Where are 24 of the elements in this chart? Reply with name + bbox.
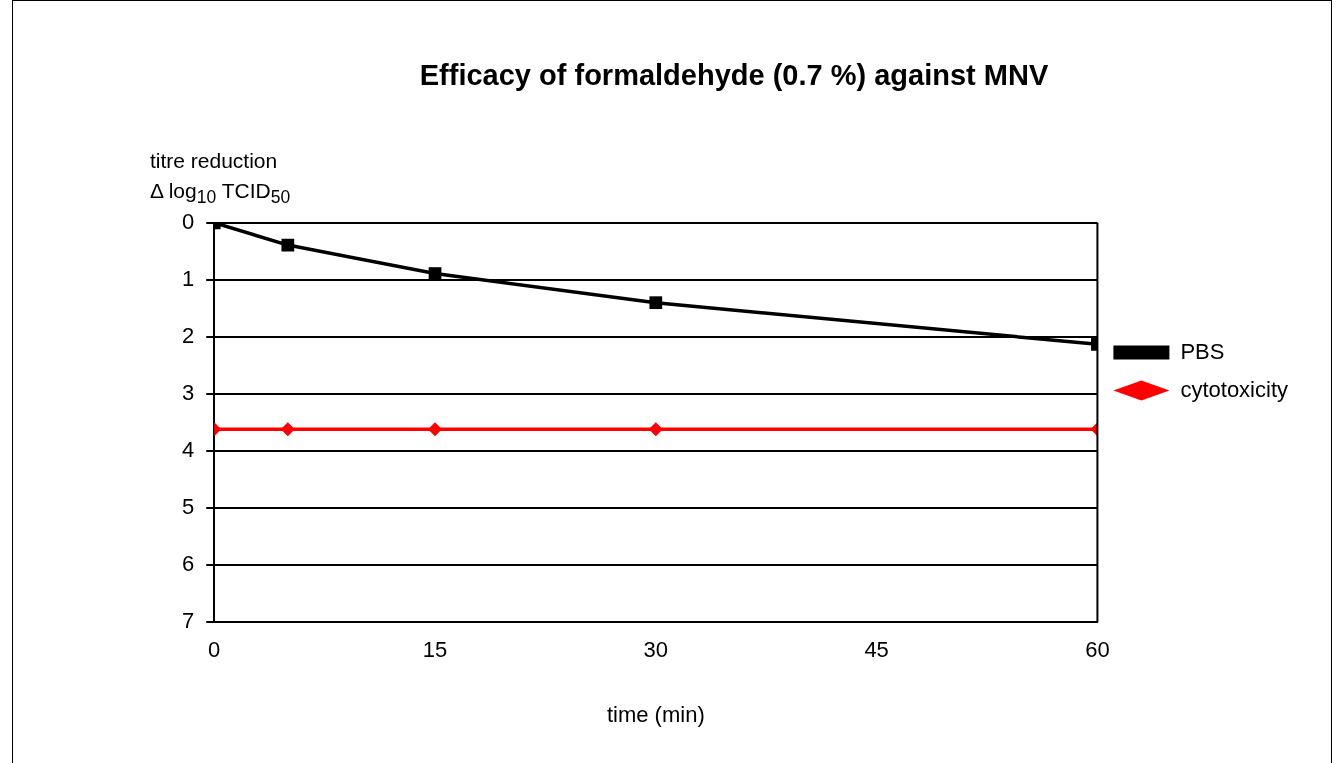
y-tick-label: 2	[181, 322, 195, 348]
y-tick-label: 5	[181, 494, 195, 520]
chart-title: Efficacy of formaldehyde (0.7 %) against MNV	[419, 59, 1049, 92]
point	[281, 238, 295, 252]
x-tick-label: 60	[1085, 637, 1110, 663]
x-tick-label: 45	[864, 637, 889, 663]
x-tick-label: 30	[643, 637, 669, 663]
y-tick-label: 6	[181, 551, 195, 577]
y-tick-label: 0	[181, 208, 195, 234]
point	[280, 422, 295, 437]
point	[428, 267, 442, 280]
point	[649, 296, 663, 310]
legend-label: cytotoxicity	[1180, 376, 1289, 402]
x-tick-label: 0	[208, 637, 221, 663]
x-tick-label: 15	[422, 637, 448, 663]
point	[648, 422, 663, 437]
legend-label: PBS	[1180, 338, 1225, 364]
point	[428, 422, 443, 437]
y-axis-title: titre reduction Δ log$_{10}$ TCID$_{50}$	[150, 149, 291, 208]
y-tick-label: 1	[181, 265, 195, 291]
y-tick-label: 3	[181, 380, 195, 406]
y-tick-label: 4	[181, 437, 195, 463]
y-tick-label: 7	[181, 608, 195, 634]
x-axis-title: time (min)	[606, 701, 705, 727]
